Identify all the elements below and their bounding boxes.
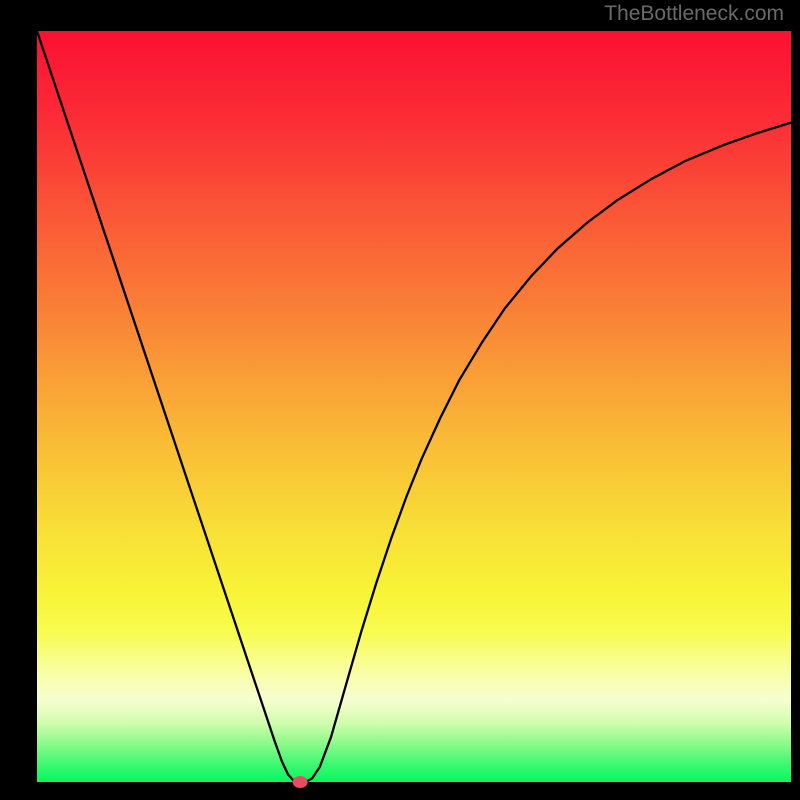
bottleneck-point-marker — [293, 776, 308, 788]
bottleneck-chart — [0, 0, 800, 800]
chart-background-gradient — [37, 31, 791, 782]
